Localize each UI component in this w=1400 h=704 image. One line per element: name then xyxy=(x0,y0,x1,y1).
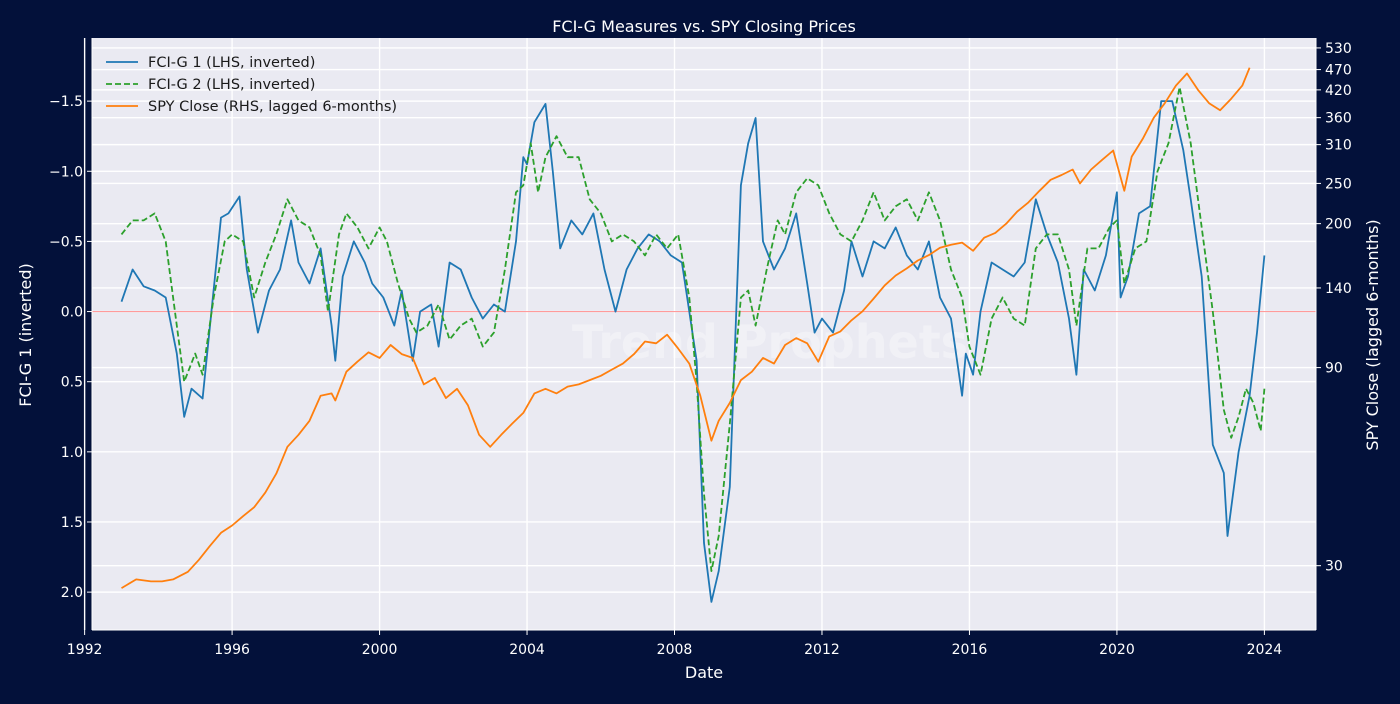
y-right-tick-label: 200 xyxy=(1325,217,1352,233)
x-tick-label: 1996 xyxy=(214,642,250,658)
series-line-1 xyxy=(120,100,1266,603)
x-tick-label: 2020 xyxy=(1099,642,1135,658)
y-axis-left-label: FCI-G 1 (inverted) xyxy=(16,263,35,406)
x-axis-label: Date xyxy=(685,663,723,682)
y-right-tick-label: 250 xyxy=(1325,176,1352,192)
y-left-tick-label: 2.0 xyxy=(61,585,83,601)
y-left-tick-label: −1.0 xyxy=(49,164,83,180)
legend-label-2: FCI-G 2 (LHS, inverted) xyxy=(148,77,315,93)
tick-labels: 1992 1996 2000 2004 2008 2012 2016 2020 2024 −1.5… xyxy=(49,41,1352,658)
y-left-tick-label: 1.0 xyxy=(61,445,83,461)
y-left-tick-label: 1.5 xyxy=(61,515,83,531)
y-left-tick-label: −0.5 xyxy=(49,234,83,250)
x-tick-label: 2012 xyxy=(804,642,840,658)
legend: FCI-G 1 (LHS, inverted) FCI-G 2 (LHS, inv… xyxy=(106,55,397,115)
y-right-tick-label: 30 xyxy=(1325,559,1343,575)
series-line-3 xyxy=(121,67,1251,589)
axes xyxy=(91,38,1317,631)
series-layer xyxy=(120,67,1266,603)
y-right-tick-label: 530 xyxy=(1325,41,1352,57)
x-tick-label: 2024 xyxy=(1247,642,1283,658)
y-left-tick-label: 0.0 xyxy=(61,305,83,321)
y-right-tick-label: 310 xyxy=(1325,138,1352,154)
x-tick-label: 2008 xyxy=(657,642,693,658)
y-right-tick-label: 420 xyxy=(1325,83,1352,99)
y-right-tick-label: 140 xyxy=(1325,281,1352,297)
x-tick-label: 2000 xyxy=(362,642,398,658)
y-left-tick-label: −1.5 xyxy=(49,94,83,110)
x-tick-label: 2016 xyxy=(952,642,988,658)
chart-title: FCI-G Measures vs. SPY Closing Prices xyxy=(552,17,856,36)
x-tick-label: 2004 xyxy=(509,642,545,658)
legend-label-1: FCI-G 1 (LHS, inverted) xyxy=(148,55,315,71)
watermark-text: Trend Prophets xyxy=(572,315,968,369)
x-tick-label: 1992 xyxy=(67,642,103,658)
y-left-tick-label: 0.5 xyxy=(61,375,83,391)
grid-lines xyxy=(83,38,1316,630)
y-right-tick-label: 470 xyxy=(1325,63,1352,79)
y-axis-right-label: SPY Close (lagged 6-months) xyxy=(1363,219,1382,450)
y-right-tick-label: 360 xyxy=(1325,111,1352,127)
legend-label-3: SPY Close (RHS, lagged 6-months) xyxy=(148,99,397,115)
y-right-tick-label: 90 xyxy=(1325,361,1343,377)
